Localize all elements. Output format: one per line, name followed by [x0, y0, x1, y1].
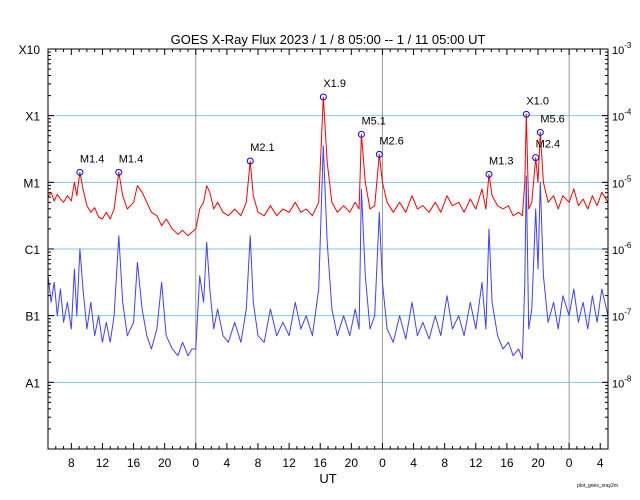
flare-label: M5.6: [540, 113, 564, 125]
x-axis-label: UT: [319, 471, 336, 486]
right-axis-label: 10-5: [612, 174, 632, 190]
flare-label: M1.4: [80, 153, 104, 165]
x-tick-label: 0: [192, 456, 199, 470]
right-axis-label-exponent: -7: [624, 308, 632, 317]
flare-marker: [76, 168, 84, 176]
class-label: B1: [25, 310, 40, 324]
series-layer: [47, 96, 609, 360]
x-tick-label: 16: [314, 456, 328, 470]
right-axis-label: 10-4: [612, 108, 632, 124]
axis-layer: 8 12 16 20 0 4 8 12 16 20 0 4 8 12 16 20 0 4 X10 X1 M1 C1 B1 A1…: [19, 41, 632, 470]
flare-marker: [319, 93, 327, 101]
right-axis-label-base: 10: [612, 178, 624, 190]
right-axis-label-exponent: -5: [624, 174, 632, 183]
flare-marker: [485, 170, 493, 178]
x-tick-label: 20: [158, 456, 172, 470]
right-axis-label-base: 10: [612, 45, 624, 57]
flare-marker: [536, 128, 544, 136]
x-tick-label: 4: [597, 456, 604, 470]
class-label: X10: [19, 43, 41, 57]
x-tick-label: 8: [255, 456, 262, 470]
x-tick-label: 4: [410, 456, 417, 470]
flare-marker: [522, 110, 530, 118]
x-tick-label: 4: [224, 456, 231, 470]
flare-label: M1.3: [489, 155, 513, 167]
x-tick-label: 20: [345, 456, 359, 470]
flare-layer: M1.4 M1.4 M2.1 X1.9 M5.1 M2.6 M1.3 X1.0 M2.4 M5.6: [76, 78, 565, 178]
class-label: X1: [25, 110, 40, 124]
flare-label: X1.0: [526, 95, 549, 107]
x-tick-label: 0: [566, 456, 573, 470]
right-axis-label-base: 10: [612, 378, 624, 390]
flare-label: M2.6: [379, 135, 403, 147]
x-tick-label: 16: [500, 456, 514, 470]
x-tick-label: 0: [379, 456, 386, 470]
chart-title: GOES X-Ray Flux 2023 / 1 / 8 05:00 -- 1 …: [171, 32, 486, 47]
right-axis-label-exponent: -6: [624, 241, 632, 250]
series-line-short: [47, 145, 609, 360]
credit-label: plot_goes_xray2m: [577, 483, 618, 489]
right-axis-label-exponent: -8: [624, 374, 632, 383]
flare-label: M5.1: [361, 115, 385, 127]
x-tick-label: 8: [68, 456, 75, 470]
right-axis-label: 10-3: [612, 41, 632, 57]
flare-label: M2.4: [536, 139, 560, 151]
flare-label: M2.1: [250, 142, 274, 154]
class-label: A1: [25, 376, 40, 390]
right-axis-label-base: 10: [612, 312, 624, 324]
x-tick-label: 16: [127, 456, 141, 470]
class-label: C1: [25, 243, 41, 257]
right-axis-label-exponent: -3: [624, 41, 632, 50]
right-axis-label: 10-8: [612, 374, 632, 390]
flare-marker: [375, 150, 383, 158]
class-label: M1: [23, 176, 40, 190]
flare-marker: [532, 154, 540, 162]
flare-label: X1.9: [323, 78, 346, 90]
right-axis-label-base: 10: [612, 112, 624, 124]
x-tick-label: 12: [96, 456, 110, 470]
x-tick-label: 12: [282, 456, 296, 470]
right-axis-label-base: 10: [612, 245, 624, 257]
right-axis-label: 10-7: [612, 308, 632, 324]
x-tick-label: 20: [531, 456, 545, 470]
flare-marker: [246, 157, 254, 165]
series-line-long: [47, 96, 609, 237]
x-tick-label: 12: [469, 456, 483, 470]
right-axis-label-exponent: -4: [624, 108, 632, 117]
flare-marker: [357, 130, 365, 138]
right-axis-label: 10-6: [612, 241, 632, 257]
flare-label: M1.4: [119, 153, 143, 165]
flare-marker: [115, 168, 123, 176]
x-tick-label: 8: [441, 456, 448, 470]
